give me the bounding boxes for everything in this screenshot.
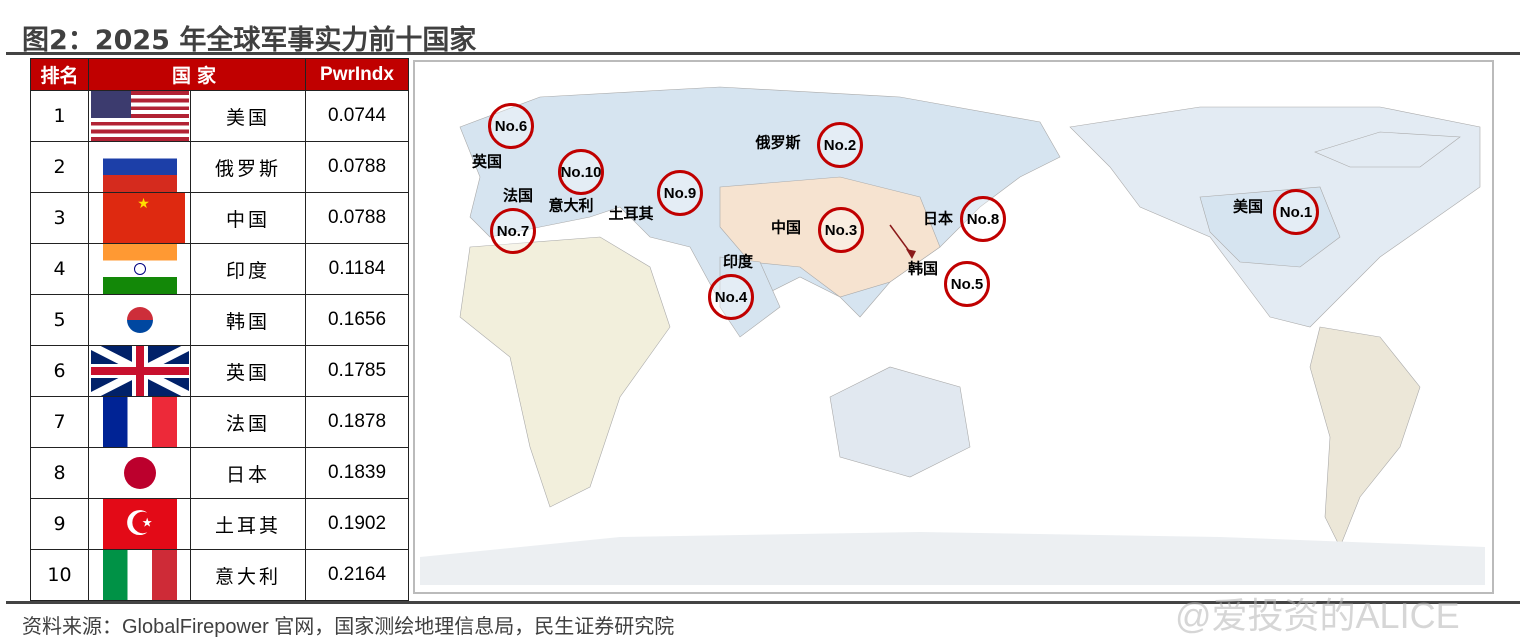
rank-cell: 7 — [30, 396, 89, 448]
country-cell: 日本 — [190, 447, 306, 499]
rank-cell: 4 — [30, 243, 89, 295]
pwrindx-cell: 0.1839 — [305, 447, 409, 499]
table-row: 2 俄罗斯 0.0788 — [30, 141, 409, 193]
table-row: 7 法国 0.1878 — [30, 396, 409, 448]
country-cell: 土耳其 — [190, 498, 306, 550]
rank-marker: No.3 — [818, 207, 864, 253]
rank-cell: 8 — [30, 447, 89, 499]
flag-cell: ☪ — [88, 498, 191, 550]
figure-title: 图2：2025 年全球军事实力前十国家 — [22, 25, 477, 56]
russia-flag-icon — [91, 142, 189, 192]
world-map — [413, 60, 1494, 594]
country-map-label: 俄罗斯 — [755, 133, 801, 152]
header-country: 国家 — [88, 58, 306, 91]
rank-marker: No.6 — [488, 103, 534, 149]
country-map-label: 中国 — [770, 218, 802, 237]
flag-cell — [88, 90, 191, 142]
country-map-label: 意大利 — [548, 196, 594, 215]
pwrindx-cell: 0.1184 — [305, 243, 409, 295]
country-map-label: 美国 — [1232, 197, 1264, 216]
china-flag-icon: ★ — [91, 193, 189, 243]
south-korea-flag-icon — [91, 295, 189, 345]
flag-cell — [88, 141, 191, 193]
table-row: 5 韩国 0.1656 — [30, 294, 409, 346]
pwrindx-cell: 0.0788 — [305, 141, 409, 193]
flag-cell — [88, 345, 191, 397]
country-cell: 意大利 — [190, 549, 306, 601]
table-row: 3 ★ 中国 0.0788 — [30, 192, 409, 244]
rank-marker: No.8 — [960, 196, 1006, 242]
japan-flag-icon — [91, 448, 189, 498]
rank-marker: No.5 — [944, 261, 990, 307]
watermark: @爱投资的ALICE — [1175, 595, 1460, 636]
source-note: 资料来源：GlobalFirepower 官网，国家测绘地理信息局，民生证券研究… — [22, 616, 675, 638]
country-cell: 美国 — [190, 90, 306, 142]
ranking-table: 排名 国家 PwrIndx 1 美国 0.0744 2 俄罗斯 0.0788 3 ★… — [30, 58, 409, 601]
country-map-label: 日本 — [922, 209, 954, 228]
pwrindx-cell: 0.1785 — [305, 345, 409, 397]
flag-cell — [88, 447, 191, 499]
rank-cell: 6 — [30, 345, 89, 397]
france-flag-icon — [91, 397, 189, 447]
table-header: 排名 国家 PwrIndx — [30, 58, 409, 91]
bottom-divider — [6, 601, 1520, 604]
italy-flag-icon — [91, 550, 189, 600]
us-flag-icon — [90, 91, 189, 141]
pwrindx-cell: 0.1656 — [305, 294, 409, 346]
table-row: 4 印度 0.1184 — [30, 243, 409, 295]
flag-cell — [88, 294, 191, 346]
india-flag-icon — [91, 244, 189, 294]
turkey-flag-icon: ☪ — [91, 499, 189, 549]
table-row: 9 ☪ 土耳其 0.1902 — [30, 498, 409, 550]
top-divider — [6, 52, 1520, 55]
country-cell: 韩国 — [190, 294, 306, 346]
pwrindx-cell: 0.1902 — [305, 498, 409, 550]
flag-cell — [88, 243, 191, 295]
rank-cell: 3 — [30, 192, 89, 244]
flag-cell: ★ — [88, 192, 191, 244]
country-cell: 俄罗斯 — [190, 141, 306, 193]
pwrindx-cell: 0.1878 — [305, 396, 409, 448]
uk-flag-icon — [90, 346, 189, 396]
rank-marker: No.9 — [657, 170, 703, 216]
rank-marker: No.7 — [490, 208, 536, 254]
pwrindx-cell: 0.0788 — [305, 192, 409, 244]
rank-marker: No.4 — [708, 274, 754, 320]
country-cell: 中国 — [190, 192, 306, 244]
header-rank: 排名 — [30, 58, 89, 91]
table-row: 6 英国 0.1785 — [30, 345, 409, 397]
rank-marker: No.2 — [817, 122, 863, 168]
country-cell: 法国 — [190, 396, 306, 448]
country-map-label: 韩国 — [907, 259, 939, 278]
rank-cell: 9 — [30, 498, 89, 550]
table-row: 10 意大利 0.2164 — [30, 549, 409, 601]
header-pwrindx: PwrIndx — [305, 58, 409, 91]
table-row: 1 美国 0.0744 — [30, 90, 409, 142]
country-cell: 印度 — [190, 243, 306, 295]
country-map-label: 法国 — [502, 186, 534, 205]
country-map-label: 印度 — [722, 252, 754, 271]
table-row: 8 日本 0.1839 — [30, 447, 409, 499]
rank-cell: 1 — [30, 90, 89, 142]
rank-marker: No.1 — [1273, 189, 1319, 235]
world-map-image — [420, 67, 1485, 585]
pwrindx-cell: 0.0744 — [305, 90, 409, 142]
country-cell: 英国 — [190, 345, 306, 397]
flag-cell — [88, 549, 191, 601]
rank-marker: No.10 — [558, 149, 604, 195]
pwrindx-cell: 0.2164 — [305, 549, 409, 601]
country-map-label: 英国 — [471, 152, 503, 171]
rank-cell: 10 — [30, 549, 89, 601]
rank-cell: 2 — [30, 141, 89, 193]
flag-cell — [88, 396, 191, 448]
rank-cell: 5 — [30, 294, 89, 346]
country-map-label: 土耳其 — [608, 204, 654, 223]
